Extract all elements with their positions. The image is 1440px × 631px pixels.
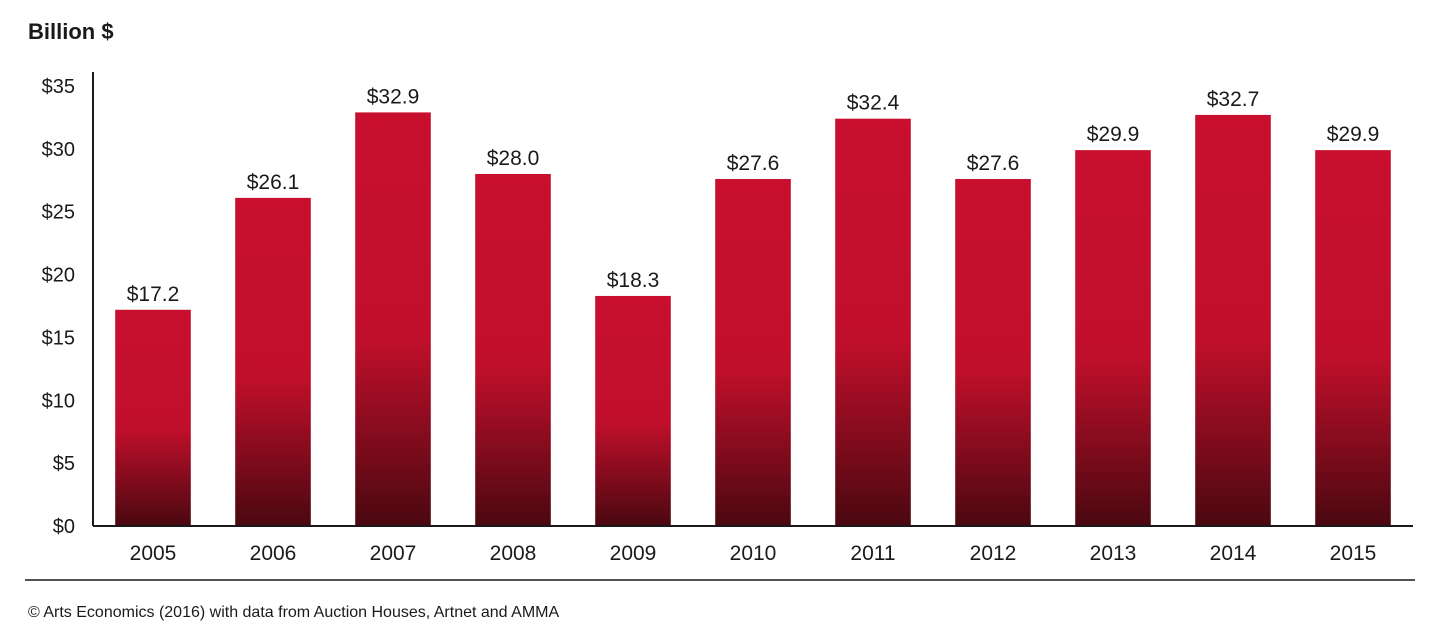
- y-tick-label: $10: [42, 390, 75, 412]
- bar: [235, 197, 311, 526]
- x-tick-label: 2014: [1210, 542, 1257, 565]
- bar-group: $27.6: [955, 152, 1031, 526]
- y-tick-label: $35: [42, 76, 75, 98]
- bar-group: $28.0: [475, 147, 551, 526]
- bar: [595, 295, 671, 526]
- data-label: $18.3: [607, 269, 660, 292]
- y-tick-label: $25: [42, 202, 75, 224]
- x-tick-label: 2005: [130, 542, 177, 565]
- data-label: $27.6: [967, 152, 1020, 175]
- bar: [355, 112, 431, 527]
- bar-group: $17.2: [115, 283, 191, 526]
- bar: [475, 174, 551, 526]
- y-tick-label: $30: [42, 139, 75, 161]
- bars: $17.2 $26.1 $32.9 $28.0 $18.3 $27.6 $32.4 $27.6…: [115, 85, 1391, 527]
- source-note: © Arts Economics (2016) with data from A…: [28, 604, 559, 621]
- bar: [835, 118, 911, 526]
- data-label: $28.0: [487, 147, 540, 170]
- bar-group: $29.9: [1315, 123, 1391, 526]
- x-axis: 2005 2006 2007 2008 2009 2010 2011 2012 2013 2014…: [93, 525, 1413, 565]
- bar-group: $29.9: [1075, 123, 1151, 526]
- y-tick-label: $0: [53, 516, 75, 538]
- y-tick-label: $5: [53, 453, 75, 475]
- data-label: $29.9: [1327, 123, 1380, 146]
- bar: [1075, 150, 1151, 526]
- data-label: $17.2: [127, 283, 180, 306]
- bar-group: $32.4: [835, 92, 911, 526]
- bar: [715, 179, 791, 526]
- data-label: $27.6: [727, 152, 780, 175]
- x-tick-label: 2010: [730, 542, 777, 565]
- y-unit-label: Billion $: [28, 19, 114, 44]
- bar-group: $27.6: [715, 152, 791, 526]
- x-tick-label: 2009: [610, 542, 657, 565]
- x-tick-label: 2007: [370, 542, 417, 565]
- x-tick-label: 2008: [490, 542, 537, 565]
- x-tick-label: 2013: [1090, 542, 1137, 565]
- bar: [1315, 150, 1391, 526]
- data-label: $29.9: [1087, 123, 1140, 146]
- bar: [1195, 114, 1271, 527]
- bar: [115, 309, 191, 526]
- bar: [955, 179, 1031, 526]
- data-label: $32.9: [367, 85, 420, 108]
- y-tick-label: $20: [42, 265, 75, 287]
- data-label: $32.7: [1207, 88, 1260, 111]
- bar-group: $32.9: [355, 85, 431, 527]
- x-tick-label: 2011: [850, 542, 895, 565]
- bar-group: $26.1: [235, 171, 311, 526]
- x-tick-label: 2006: [250, 542, 297, 565]
- x-tick-label: 2012: [970, 542, 1017, 565]
- y-axis: $0 $5 $10 $15 $20 $25 $30 $35: [42, 72, 94, 538]
- data-label: $32.4: [847, 92, 900, 115]
- y-tick-label: $15: [42, 327, 75, 349]
- bar-group: $32.7: [1195, 88, 1271, 527]
- x-tick-label: 2015: [1330, 542, 1377, 565]
- bar-group: $18.3: [595, 269, 671, 526]
- data-label: $26.1: [247, 171, 300, 194]
